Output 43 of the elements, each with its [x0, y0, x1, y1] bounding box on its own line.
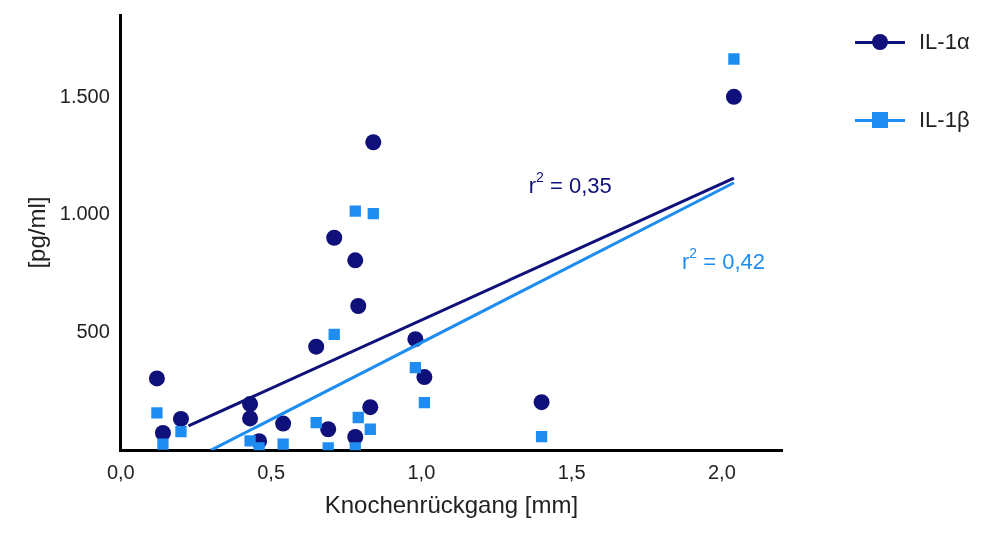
point: [275, 415, 292, 432]
point: [350, 298, 367, 314]
point: [326, 229, 343, 246]
point: [277, 438, 289, 450]
point: [322, 442, 334, 451]
point: [535, 430, 548, 443]
point: [416, 369, 433, 386]
point: [367, 207, 379, 220]
y-tick-label: 500: [76, 320, 110, 343]
x-tick-label: 2,0: [707, 460, 736, 483]
y-axis-title: [pg/ml]: [23, 196, 51, 269]
point: [533, 394, 550, 411]
point: [175, 425, 187, 438]
point: [328, 328, 340, 341]
legend-label: IL-1α: [919, 29, 970, 55]
point: [352, 411, 364, 424]
point: [320, 421, 337, 438]
point: [148, 370, 165, 387]
point: [172, 410, 189, 427]
point: [409, 361, 422, 374]
point: [364, 423, 376, 435]
x-tick-label: 1,5: [557, 460, 586, 483]
x-tick-label: 1,0: [407, 460, 436, 483]
x-tick-label: 0,0: [106, 460, 135, 483]
point: [365, 134, 382, 151]
legend-label: IL-1β: [919, 107, 970, 133]
point: [725, 88, 742, 105]
point: [310, 417, 322, 429]
y-tick-label: 1.500: [59, 84, 110, 107]
point: [349, 205, 361, 217]
point: [151, 407, 163, 419]
x-axis-title: Knochenrückgang [mm]: [324, 491, 579, 519]
point: [157, 438, 169, 450]
point: [242, 410, 259, 427]
point: [728, 53, 740, 65]
point: [253, 442, 265, 451]
point: [347, 252, 364, 269]
point: [418, 397, 431, 409]
point: [349, 442, 361, 451]
point: [308, 338, 325, 355]
point: [362, 399, 379, 416]
y-tick-label: 1.000: [59, 202, 110, 225]
x-tick-label: 0,5: [257, 460, 286, 483]
